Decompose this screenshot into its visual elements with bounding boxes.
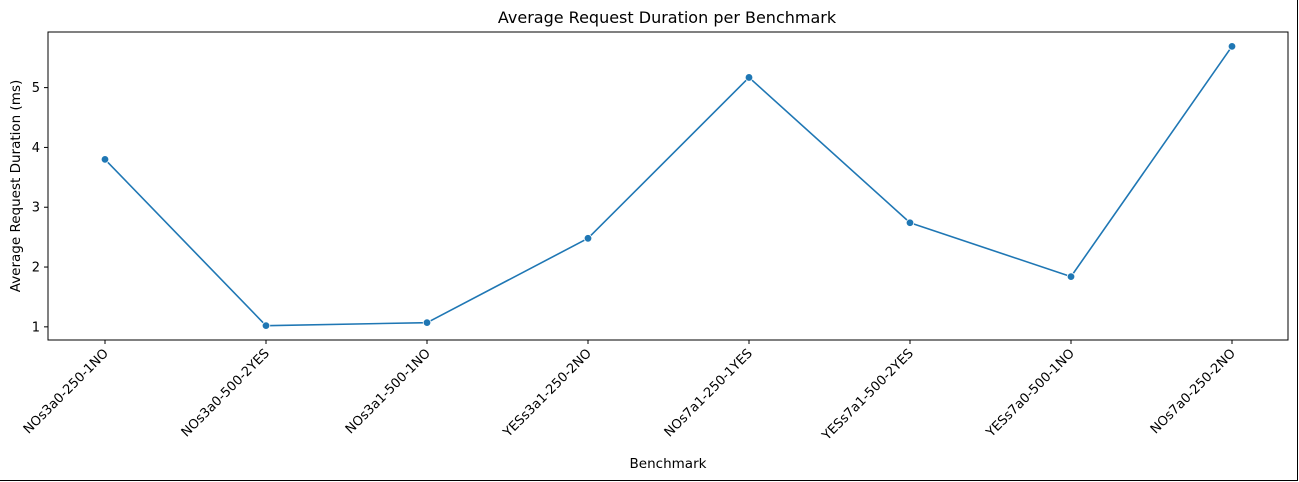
x-axis: NOs3a0-250-1NO NOs3a0-500-2YES NOs3a1-500-… xyxy=(21,340,1239,444)
series-layer xyxy=(100,42,1237,330)
data-point xyxy=(261,321,271,330)
x-tick-label: NOs7a1-250-1YES xyxy=(662,346,756,440)
y-tick-label: 2 xyxy=(32,261,40,276)
series-line xyxy=(104,45,1233,327)
data-point xyxy=(422,318,432,327)
x-tick-label: NOs3a0-250-1NO xyxy=(21,346,112,437)
y-axis-label: Average Request Duration (ms) xyxy=(8,80,24,293)
y-tick-label: 4 xyxy=(32,141,40,156)
x-tick-label: NOs7a0-250-2NO xyxy=(1148,346,1239,437)
y-tick-label: 5 xyxy=(32,81,40,96)
data-point xyxy=(905,218,915,227)
data-point xyxy=(583,234,593,243)
y-tick-label: 1 xyxy=(32,320,40,335)
data-point xyxy=(744,73,754,82)
x-axis-label: Benchmark xyxy=(630,456,707,472)
x-tick-label: NOs3a1-500-1NO xyxy=(343,346,434,437)
x-tick-label: YESs3a1-250-2NO xyxy=(500,346,595,441)
x-tick-label: YESs7a0-500-1NO xyxy=(983,346,1078,441)
y-tick-label: 3 xyxy=(32,201,40,216)
plot-area xyxy=(47,31,1289,341)
x-tick-label: YESs7a1-500-2YES xyxy=(819,346,917,444)
x-tick-label: NOs3a0-500-2YES xyxy=(179,346,273,440)
y-axis: 1 2 3 4 5 xyxy=(32,81,48,335)
chart-title: Average Request Duration per Benchmark xyxy=(498,8,837,27)
data-point xyxy=(1227,42,1237,51)
data-point xyxy=(1066,272,1076,281)
data-point xyxy=(100,155,110,164)
